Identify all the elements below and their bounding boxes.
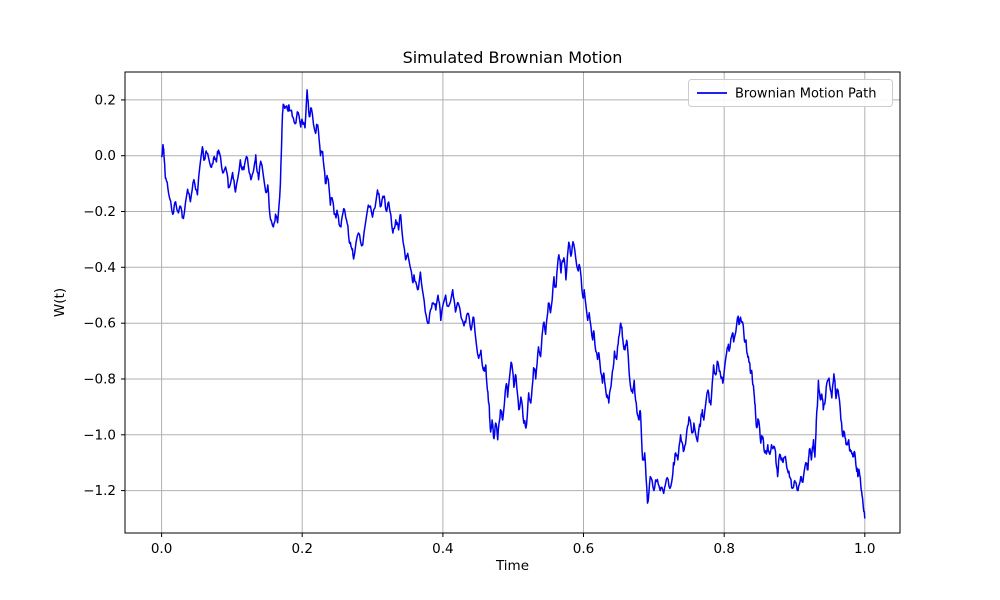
x-tick-label: 0.6 bbox=[573, 541, 594, 557]
tick-marks-and-labels: 0.0 0.2 0.4 0.6 0.8 1.0 0.2 0.0 −0.2 −0.4 −0.6 −0.8… bbox=[83, 92, 875, 557]
y-tick-label: −0.4 bbox=[83, 260, 116, 276]
y-tick-label: 0.2 bbox=[95, 92, 116, 108]
x-tick-label: 0.8 bbox=[713, 541, 734, 557]
x-tick-label: 0.0 bbox=[151, 541, 172, 557]
series-layer bbox=[160, 89, 866, 519]
legend-box bbox=[688, 79, 893, 107]
x-tick-label: 1.0 bbox=[854, 541, 875, 557]
brownian-path-line bbox=[160, 89, 866, 519]
y-tick-label: −1.2 bbox=[83, 483, 116, 499]
plot-border bbox=[124, 71, 901, 534]
y-tick-label: −0.2 bbox=[83, 204, 116, 220]
y-tick-label: −0.6 bbox=[83, 316, 116, 332]
x-tick-label: 0.4 bbox=[432, 541, 453, 557]
chart-title: Simulated Brownian Motion bbox=[403, 48, 623, 67]
legend: Brownian Motion Path bbox=[688, 79, 893, 107]
legend-entry-label: Brownian Motion Path bbox=[735, 87, 877, 102]
x-tick-label: 0.2 bbox=[291, 541, 312, 557]
x-axis-label: Time bbox=[495, 558, 529, 574]
y-axis-label: W(t) bbox=[52, 288, 68, 317]
y-tick-label: −1.0 bbox=[83, 427, 116, 443]
y-tick-label: 0.0 bbox=[95, 148, 116, 164]
y-tick-label: −0.8 bbox=[83, 372, 116, 388]
grid bbox=[125, 72, 900, 533]
